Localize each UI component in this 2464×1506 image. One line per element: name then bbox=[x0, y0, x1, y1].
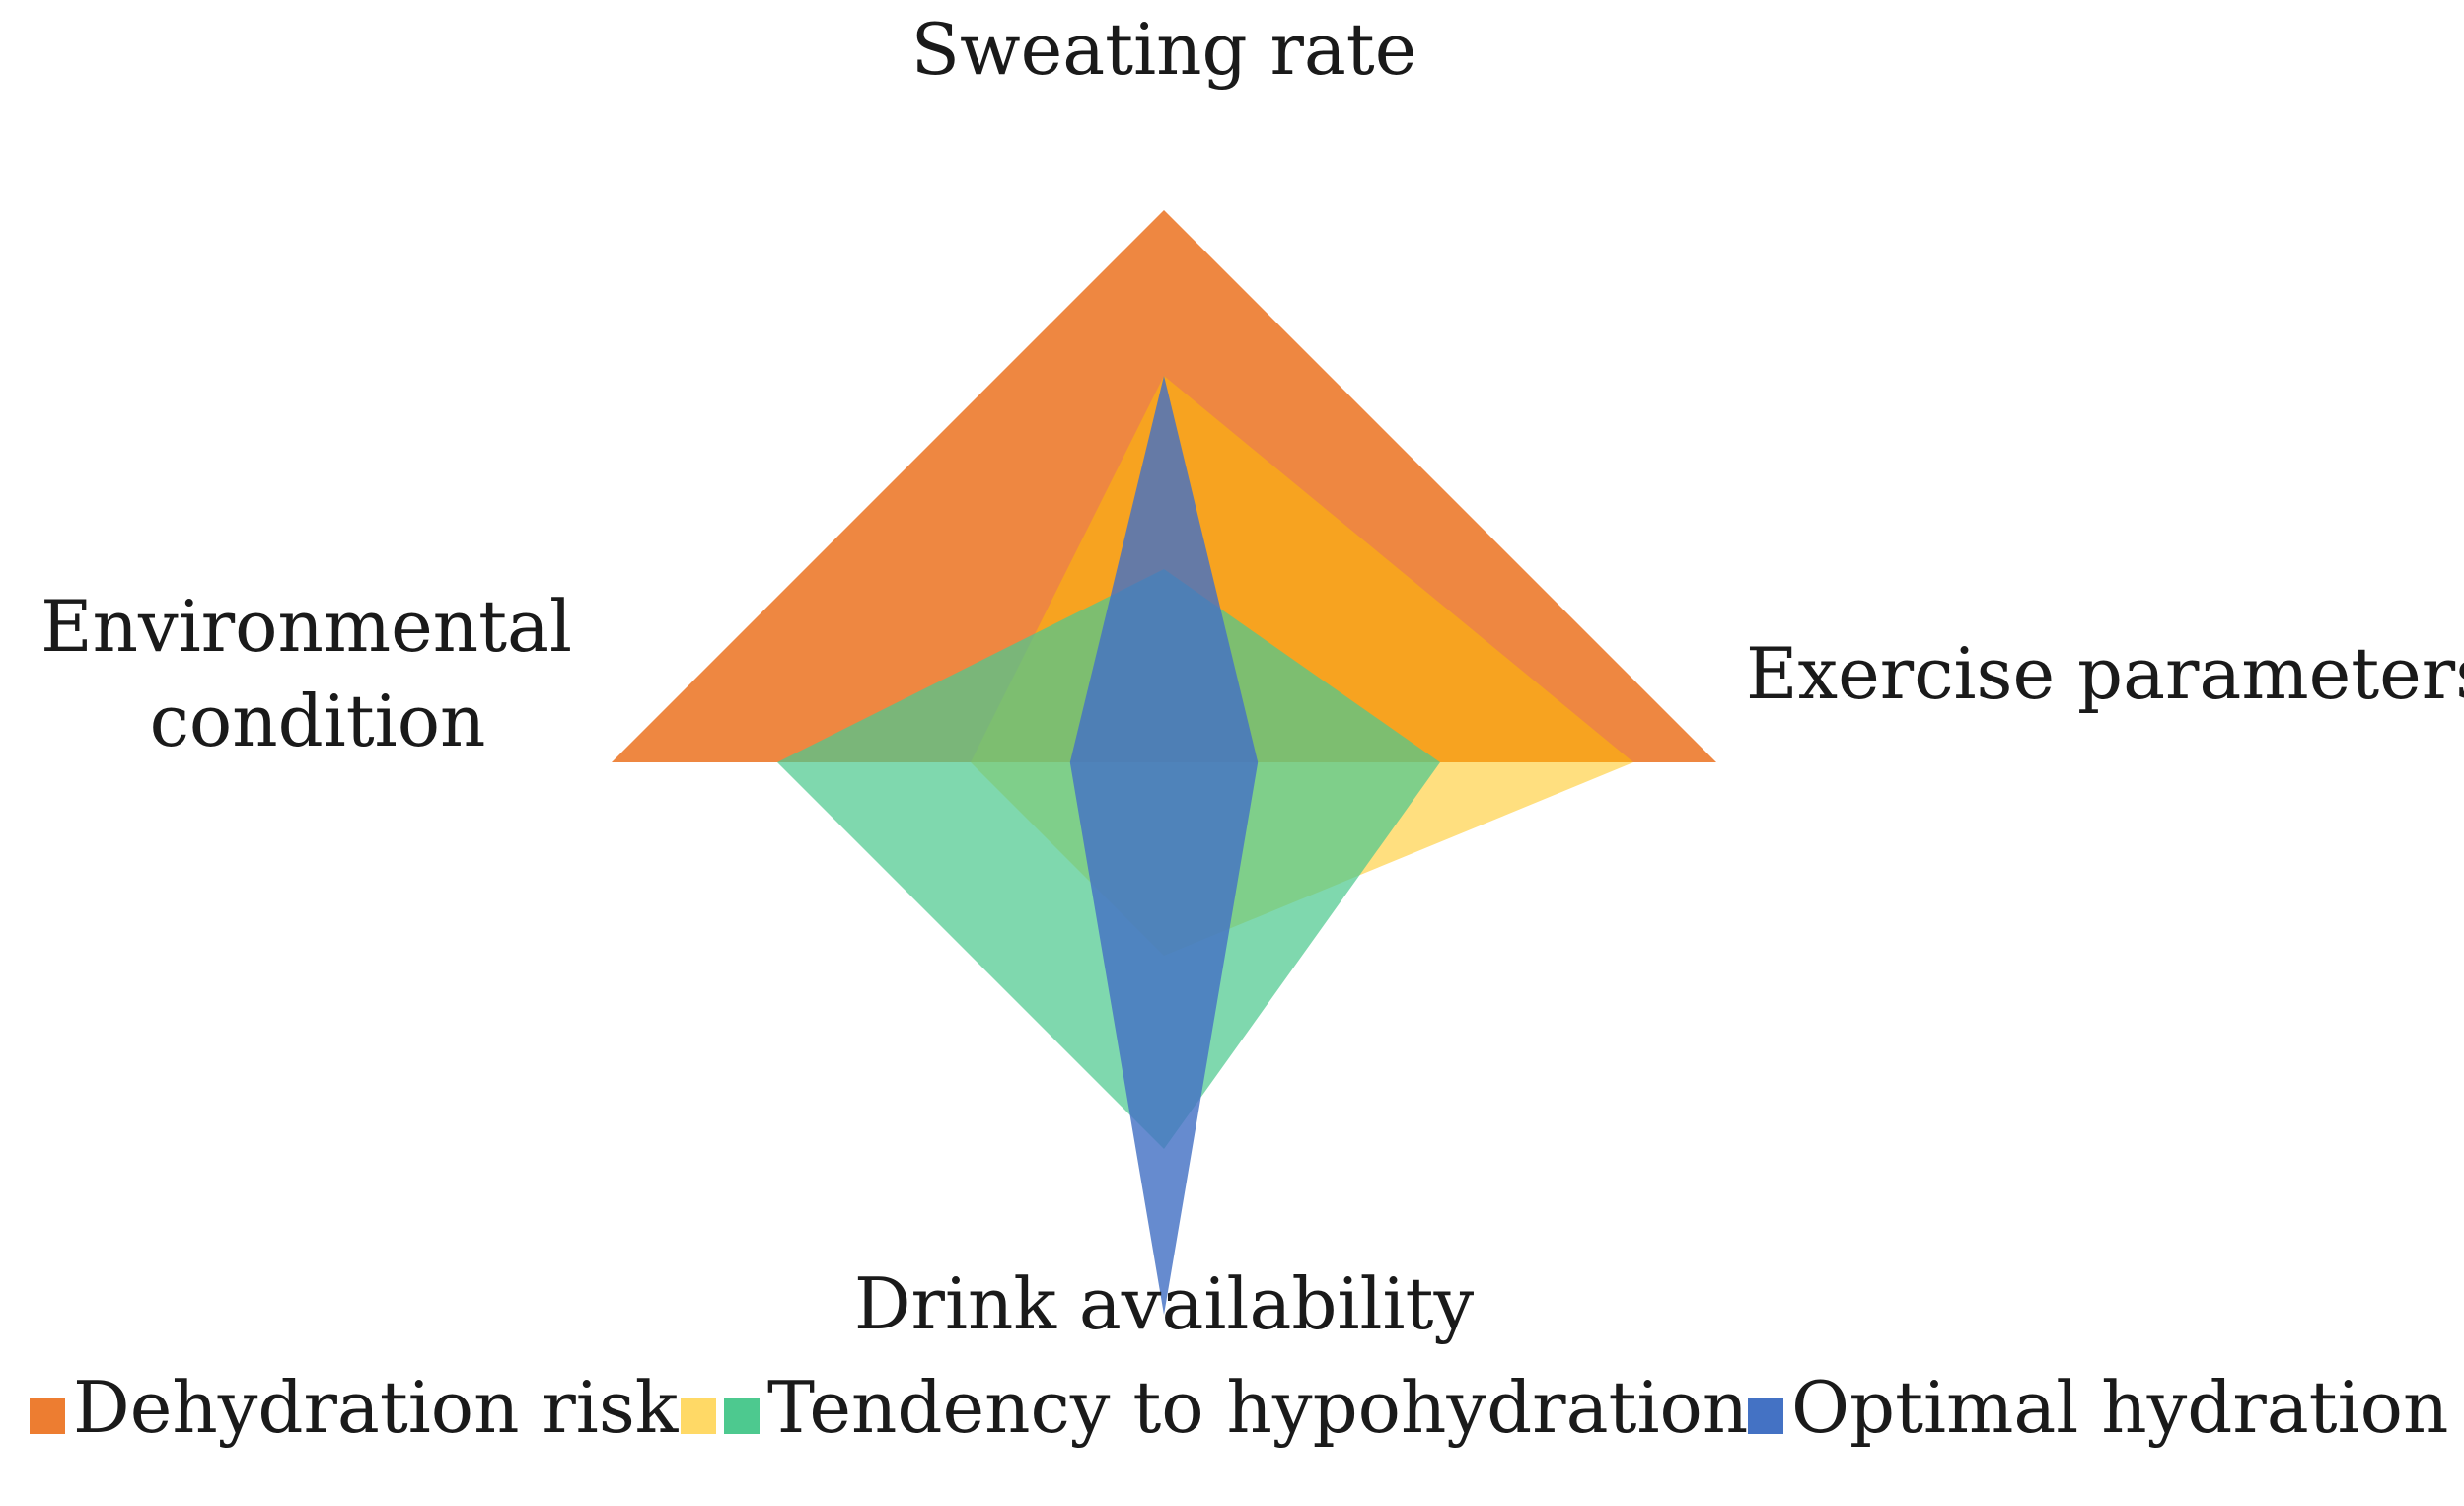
axis-label-environmental-condition: Environmental condition bbox=[40, 585, 595, 762]
legend-swatch-0-0 bbox=[30, 1398, 65, 1434]
legend-swatch-2-0 bbox=[1748, 1398, 1783, 1434]
axis-label-environmental-line-1: Environmental bbox=[40, 585, 572, 668]
legend-swatch-1-0 bbox=[681, 1398, 716, 1434]
series-layer bbox=[612, 210, 1716, 1315]
legend-label-dehydration-risk: Dehydration risk bbox=[73, 1366, 680, 1449]
legend-label-optimal-hydration: Optimal hydration bbox=[1791, 1366, 2448, 1449]
axis-label-drink-availability: Drink availability bbox=[854, 1262, 1475, 1345]
axis-labels: Sweating rate Exercise parameters Drink … bbox=[40, 8, 2464, 1345]
axis-label-sweating-rate: Sweating rate bbox=[911, 8, 1417, 91]
series-area-optimal-hydration bbox=[1069, 376, 1259, 1315]
legend-label-tendency-to-hypohydration: Tendency to hypohydration bbox=[767, 1366, 1748, 1449]
axis-label-exercise-parameters: Exercise parameters bbox=[1746, 632, 2464, 715]
legend-swatch-1-1 bbox=[724, 1398, 760, 1434]
axis-label-environmental-line-2: condition bbox=[150, 680, 486, 762]
legend: Dehydration risk Tendency to hypohydratio… bbox=[30, 1366, 2448, 1449]
